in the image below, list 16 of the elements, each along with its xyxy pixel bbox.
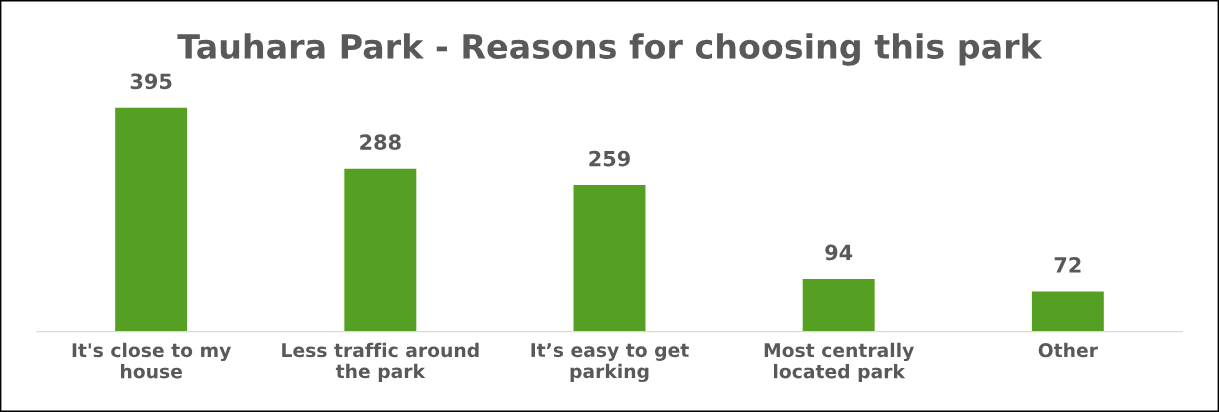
x-tick-label: Most centrally located park — [764, 342, 914, 383]
x-tick-label: Less traffic around the park — [282, 342, 479, 382]
bar — [1030, 290, 1106, 332]
bar — [113, 107, 189, 332]
x-tick-label: Other — [1038, 342, 1098, 358]
bar — [572, 183, 647, 332]
bar — [342, 167, 418, 332]
x-tick-label: It's close to my house — [72, 342, 231, 379]
data-label: 259 — [589, 150, 630, 167]
chart-title: Tauhara Park - Reasons for choosing this park — [177, 33, 1043, 66]
data-label: 94 — [825, 244, 853, 261]
data-label: 72 — [1054, 257, 1081, 273]
x-tick-label: It’s easy to get parking — [531, 343, 689, 383]
bar — [801, 277, 877, 332]
data-label: 288 — [360, 134, 401, 151]
data-label: 395 — [130, 73, 172, 90]
